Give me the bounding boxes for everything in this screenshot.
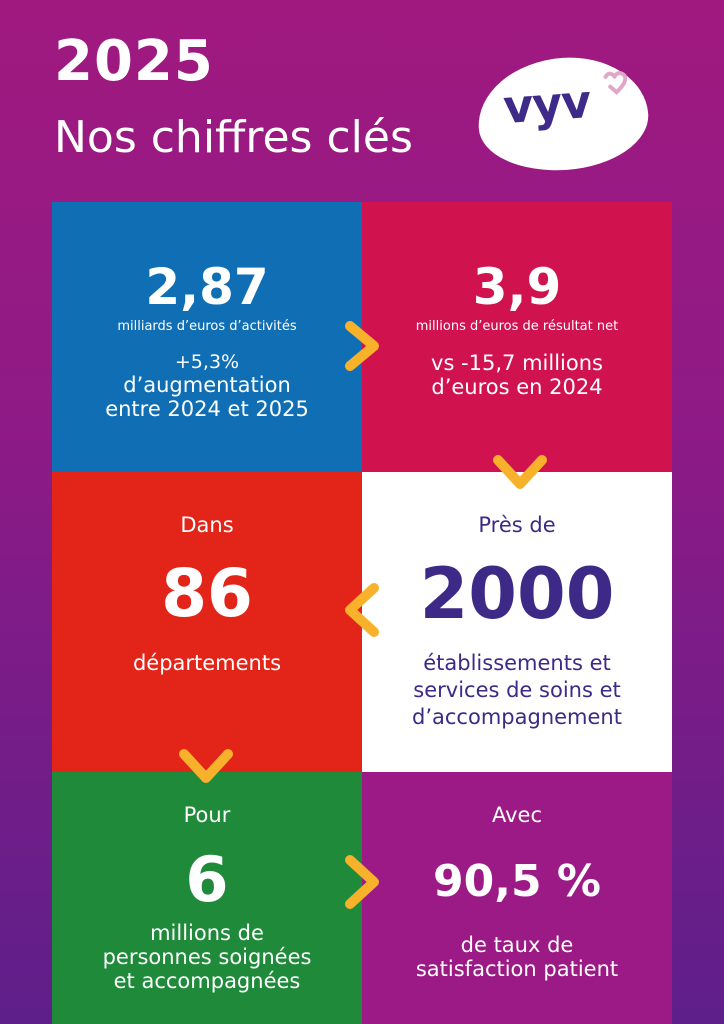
- chevron-right-icon: [345, 321, 379, 371]
- establishments-prefix: Près de: [478, 513, 556, 537]
- result-unit: millions d’euros de résultat net: [415, 319, 619, 334]
- establishments-line1: établissements et: [423, 651, 611, 675]
- activity-card: 2,87 milliards d’euros d’activités +5,3%…: [52, 202, 362, 472]
- year-heading: 2025: [54, 29, 214, 94]
- departments-value: 86: [161, 555, 253, 632]
- activity-growth: +5,3%: [174, 351, 240, 373]
- people-prefix: Pour: [183, 803, 231, 827]
- result-card: 3,9 millions d’euros de résultat net vs …: [362, 202, 672, 472]
- activity-period: entre 2024 et 2025: [105, 397, 309, 421]
- people-card: Pour 6 millions de personnes soignées et…: [52, 772, 362, 1024]
- chevron-left-icon: [345, 583, 379, 637]
- people-line1: millions de: [150, 921, 264, 945]
- result-comparison: vs -15,7 millions: [431, 351, 603, 375]
- heart-icon: [603, 70, 628, 95]
- establishments-line3: d’accompagnement: [412, 705, 622, 729]
- page-subtitle: Nos chiffres clés: [54, 112, 413, 163]
- departments-label: départements: [132, 651, 282, 675]
- satisfaction-value: 90,5 %: [433, 856, 601, 907]
- satisfaction-prefix: Avec: [491, 803, 543, 827]
- satisfaction-line2: satisfaction patient: [415, 957, 619, 981]
- satisfaction-line1: de taux de: [460, 933, 574, 957]
- activity-growth-label: d’augmentation: [123, 373, 291, 397]
- satisfaction-card: Avec 90,5 % de taux de satisfaction pati…: [362, 772, 672, 1024]
- result-value: 3,9: [472, 258, 562, 316]
- people-line2: personnes soignées: [102, 945, 312, 969]
- establishments-line2: services de soins et: [413, 678, 621, 702]
- figures-grid: 2,87 milliards d’euros d’activités +5,3%…: [52, 202, 672, 1024]
- people-value: 6: [185, 843, 229, 916]
- logo-text: vyv: [501, 74, 593, 135]
- vyv-logo: vyv: [474, 52, 652, 176]
- activity-value: 2,87: [145, 258, 269, 316]
- departments-card: Dans 86 départements: [52, 472, 362, 772]
- chevron-right-icon: [345, 855, 379, 909]
- chevron-down-icon: [179, 749, 233, 783]
- people-line3: et accompagnées: [113, 969, 301, 993]
- chevron-down-icon: [493, 455, 547, 489]
- departments-prefix: Dans: [180, 513, 234, 537]
- activity-unit: milliards d’euros d’activités: [117, 319, 297, 334]
- establishments-value: 2000: [419, 553, 615, 635]
- result-comparison-year: d’euros en 2024: [431, 375, 603, 399]
- establishments-card: Près de 2000 établissements et services …: [362, 472, 672, 772]
